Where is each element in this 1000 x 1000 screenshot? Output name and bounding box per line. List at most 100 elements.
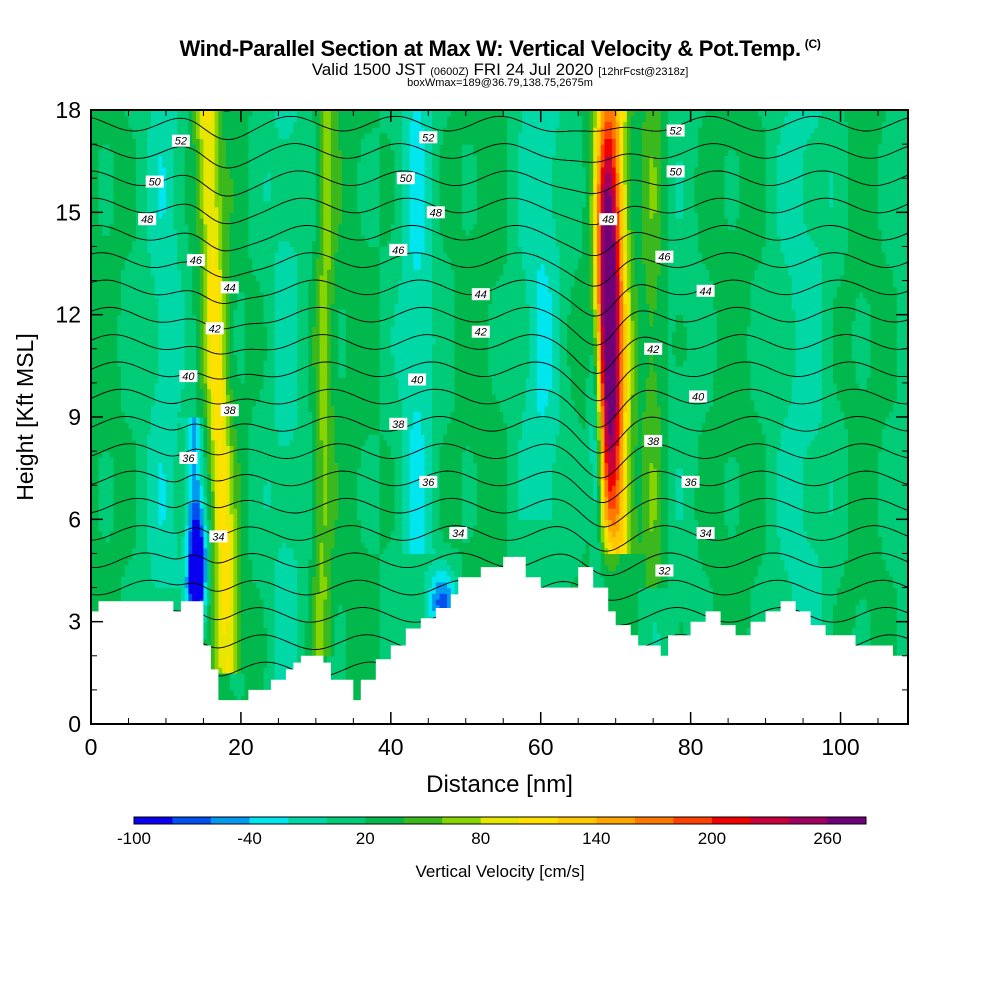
velocity-cell bbox=[158, 502, 167, 509]
velocity-cell bbox=[671, 331, 688, 339]
velocity-cell bbox=[615, 479, 621, 486]
velocity-cell bbox=[319, 570, 324, 577]
velocity-cell bbox=[274, 252, 298, 259]
velocity-cell bbox=[267, 331, 276, 339]
velocity-cell bbox=[345, 320, 381, 327]
velocity-cell bbox=[199, 507, 205, 515]
velocity-cell bbox=[645, 581, 658, 589]
velocity-cell bbox=[184, 490, 190, 498]
velocity-cell bbox=[615, 377, 621, 384]
velocity-cell bbox=[312, 456, 317, 464]
velocity-cell bbox=[750, 371, 797, 378]
velocity-cell bbox=[379, 604, 426, 611]
velocity-cell bbox=[739, 462, 767, 469]
velocity-cell bbox=[630, 218, 643, 225]
velocity-cell bbox=[630, 513, 639, 520]
velocity-cell bbox=[626, 274, 632, 282]
velocity-cell bbox=[177, 252, 193, 259]
velocity-cell bbox=[248, 252, 276, 259]
velocity-cell bbox=[507, 223, 519, 230]
velocity-cell bbox=[626, 189, 632, 196]
velocity-cell bbox=[432, 257, 452, 265]
velocity-cell bbox=[754, 405, 789, 412]
velocity-cell bbox=[132, 547, 148, 555]
velocity-cell bbox=[207, 519, 212, 526]
velocity-cell bbox=[229, 445, 235, 452]
velocity-cell bbox=[739, 519, 767, 526]
velocity-cell bbox=[184, 581, 190, 589]
velocity-cell bbox=[244, 308, 264, 316]
velocity-cell bbox=[870, 638, 898, 646]
velocity-cell bbox=[529, 343, 538, 350]
velocity-cell bbox=[551, 303, 561, 310]
velocity-cell bbox=[833, 485, 849, 492]
velocity-cell bbox=[623, 388, 628, 395]
velocity-cell bbox=[626, 218, 632, 225]
velocity-cell bbox=[518, 218, 557, 225]
velocity-cell bbox=[222, 371, 227, 378]
velocity-cell bbox=[327, 576, 332, 583]
velocity-cell bbox=[312, 496, 317, 503]
velocity-cell bbox=[623, 519, 628, 526]
velocity-cell bbox=[619, 439, 624, 447]
velocity-cell bbox=[593, 297, 598, 304]
velocity-cell bbox=[210, 257, 216, 265]
velocity-cell bbox=[630, 291, 639, 299]
velocity-cell bbox=[701, 422, 763, 429]
velocity-cell bbox=[285, 542, 313, 549]
velocity-cell bbox=[596, 240, 602, 248]
velocity-cell bbox=[626, 331, 632, 339]
velocity-cell bbox=[570, 303, 591, 310]
velocity-cell bbox=[788, 411, 823, 418]
velocity-cell bbox=[529, 320, 538, 327]
velocity-cell bbox=[492, 297, 527, 304]
velocity-cell bbox=[222, 229, 231, 236]
velocity-cell bbox=[821, 303, 834, 310]
velocity-cell bbox=[319, 218, 324, 225]
velocity-cell bbox=[91, 439, 137, 447]
velocity-cell bbox=[668, 274, 710, 282]
velocity-cell bbox=[330, 593, 381, 600]
velocity-cell bbox=[214, 667, 223, 674]
velocity-cell bbox=[821, 377, 834, 384]
velocity-cell bbox=[102, 530, 111, 537]
velocity-cell bbox=[180, 274, 193, 282]
velocity-cell bbox=[199, 456, 205, 464]
velocity-cell bbox=[158, 348, 186, 356]
velocity-cell bbox=[454, 348, 489, 356]
velocity-cell bbox=[240, 644, 268, 651]
velocity-cell bbox=[323, 200, 332, 208]
velocity-cell bbox=[615, 411, 621, 418]
velocity-cell bbox=[555, 456, 591, 464]
velocity-cell bbox=[660, 496, 669, 503]
velocity-cell bbox=[499, 399, 527, 407]
velocity-cell bbox=[132, 240, 148, 248]
velocity-cell bbox=[188, 587, 205, 594]
velocity-cell bbox=[878, 462, 908, 469]
velocity-cell bbox=[559, 257, 579, 265]
velocity-cell bbox=[630, 183, 643, 191]
velocity-cell bbox=[803, 178, 830, 185]
velocity-cell bbox=[222, 200, 235, 208]
velocity-cell bbox=[225, 308, 231, 316]
velocity-cell bbox=[214, 200, 223, 208]
velocity-cell bbox=[150, 576, 186, 583]
velocity-cell bbox=[585, 411, 598, 418]
velocity-cell bbox=[297, 604, 309, 611]
velocity-cell bbox=[432, 200, 441, 208]
velocity-cell bbox=[338, 371, 347, 378]
velocity-cell bbox=[600, 445, 606, 452]
velocity-cell bbox=[454, 405, 501, 412]
velocity-cell bbox=[214, 633, 220, 640]
velocity-cell bbox=[91, 252, 130, 259]
velocity-cell bbox=[844, 564, 887, 572]
velocity-cell bbox=[432, 581, 437, 589]
velocity-cell bbox=[379, 274, 403, 282]
velocity-cell bbox=[270, 172, 317, 179]
velocity-cell bbox=[315, 513, 324, 520]
velocity-cell bbox=[765, 235, 782, 242]
velocity-cell bbox=[203, 195, 216, 202]
velocity-cell bbox=[229, 240, 250, 248]
velocity-cell bbox=[315, 598, 324, 606]
velocity-cell bbox=[656, 473, 662, 481]
